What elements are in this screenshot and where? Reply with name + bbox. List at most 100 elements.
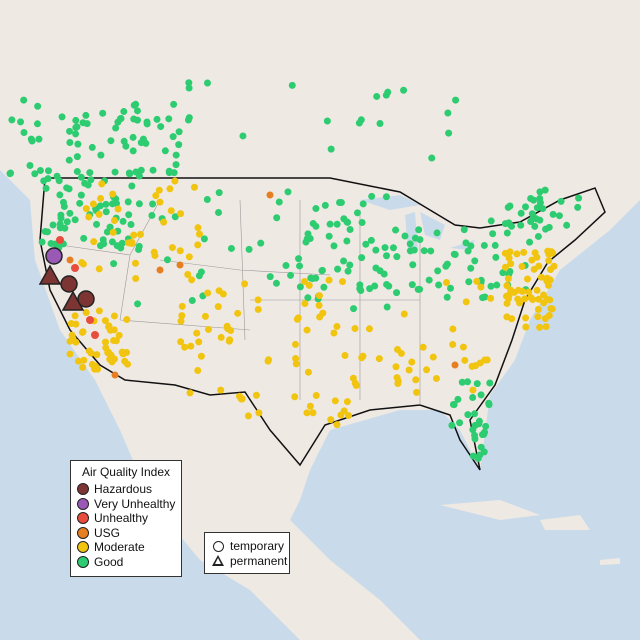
monitor-marker xyxy=(44,228,52,236)
monitor-marker xyxy=(33,120,41,128)
monitor-marker xyxy=(128,182,136,190)
monitor-marker xyxy=(157,123,165,131)
monitor-marker xyxy=(473,380,481,388)
monitor-marker xyxy=(524,275,532,283)
monitor-marker xyxy=(514,286,522,294)
monitor-marker xyxy=(165,115,173,123)
monitor-marker xyxy=(458,378,466,386)
monitor-marker xyxy=(373,92,381,100)
monitor-marker xyxy=(546,266,554,274)
monitor-marker xyxy=(487,294,495,302)
monitor-marker xyxy=(489,230,497,238)
monitor-marker xyxy=(102,208,110,216)
monitor-marker xyxy=(382,193,390,201)
monitor-marker xyxy=(175,128,183,136)
monitor-marker xyxy=(531,249,539,257)
monitor-marker xyxy=(17,118,25,126)
monitor-marker xyxy=(114,118,122,126)
monitor-marker xyxy=(156,266,164,274)
monitor-marker xyxy=(108,358,116,366)
monitor-marker xyxy=(115,331,123,339)
monitor-marker xyxy=(343,237,351,245)
monitor-marker xyxy=(103,228,111,236)
monitor-marker xyxy=(293,315,301,323)
monitor-marker xyxy=(65,156,73,164)
legend-item-moderate: Moderate xyxy=(71,540,181,555)
monitor-marker xyxy=(177,317,185,325)
monitor-marker xyxy=(73,168,81,176)
monitor-marker xyxy=(527,218,535,226)
monitor-marker xyxy=(27,135,35,143)
monitor-marker xyxy=(109,190,117,198)
monitor-marker xyxy=(575,194,583,202)
monitor-marker xyxy=(186,389,194,397)
monitor-marker xyxy=(111,217,119,225)
monitor-marker xyxy=(185,84,193,92)
monitor-marker xyxy=(90,238,98,246)
monitor-marker xyxy=(8,116,16,124)
monitor-marker xyxy=(78,259,86,267)
monitor-marker xyxy=(423,366,431,374)
monitor-marker xyxy=(71,312,79,320)
monitor-marker xyxy=(244,412,252,420)
monitor-marker xyxy=(507,286,515,294)
monitor-marker xyxy=(241,280,249,288)
monitor-marker xyxy=(359,352,367,360)
monitor-marker xyxy=(330,329,338,337)
monitor-marker xyxy=(545,312,553,320)
monitor-marker xyxy=(193,329,201,337)
monitor-marker xyxy=(362,240,370,248)
monitor-marker xyxy=(522,314,530,322)
monitor-marker xyxy=(153,115,161,123)
monitor-marker xyxy=(366,285,374,293)
monitor-marker xyxy=(255,409,263,417)
monitor-marker xyxy=(504,203,512,211)
monitor-marker xyxy=(451,361,459,369)
monitor-marker xyxy=(110,260,118,268)
monitor-marker xyxy=(449,341,457,349)
monitor-marker xyxy=(49,221,57,229)
monitor-marker xyxy=(448,421,456,429)
monitor-marker xyxy=(536,188,544,196)
monitor-marker xyxy=(341,351,349,359)
monitor-marker xyxy=(549,249,557,257)
monitor-marker xyxy=(530,265,538,273)
monitor-marker xyxy=(476,359,484,367)
monitor-marker xyxy=(383,280,391,288)
monitor-marker xyxy=(456,419,464,427)
monitor-marker xyxy=(109,228,117,236)
circle-icon xyxy=(212,540,224,552)
monitor-marker xyxy=(227,244,235,252)
monitor-marker xyxy=(65,185,73,193)
monitor-marker xyxy=(460,226,468,234)
monitor-marker xyxy=(304,294,312,302)
monitor-marker xyxy=(226,336,234,344)
monitor-marker xyxy=(257,239,265,247)
monitor-marker xyxy=(93,220,101,228)
monitor-marker xyxy=(234,309,242,317)
monitor-marker xyxy=(72,116,80,124)
monitor-marker xyxy=(195,272,203,280)
monitor-marker xyxy=(150,248,158,256)
monitor-marker xyxy=(254,296,262,304)
monitor-marker xyxy=(185,253,193,261)
monitor-marker xyxy=(296,262,304,270)
monitor-marker xyxy=(291,340,299,348)
monitor-marker xyxy=(491,241,499,249)
monitor-marker xyxy=(171,177,179,185)
monitor-marker xyxy=(97,242,105,250)
monitor-marker xyxy=(155,186,163,194)
monitor-marker xyxy=(266,191,274,199)
monitor-marker xyxy=(358,254,366,262)
monitor-marker xyxy=(80,234,88,242)
monitor-marker xyxy=(340,407,348,415)
monitor-marker xyxy=(345,412,353,420)
monitor-marker xyxy=(513,250,521,258)
monitor-marker xyxy=(450,250,458,258)
monitor-marker xyxy=(514,295,522,303)
monitor-marker xyxy=(160,218,168,226)
monitor-marker xyxy=(493,281,501,289)
monitor-marker xyxy=(406,240,414,248)
monitor-marker xyxy=(344,267,352,275)
